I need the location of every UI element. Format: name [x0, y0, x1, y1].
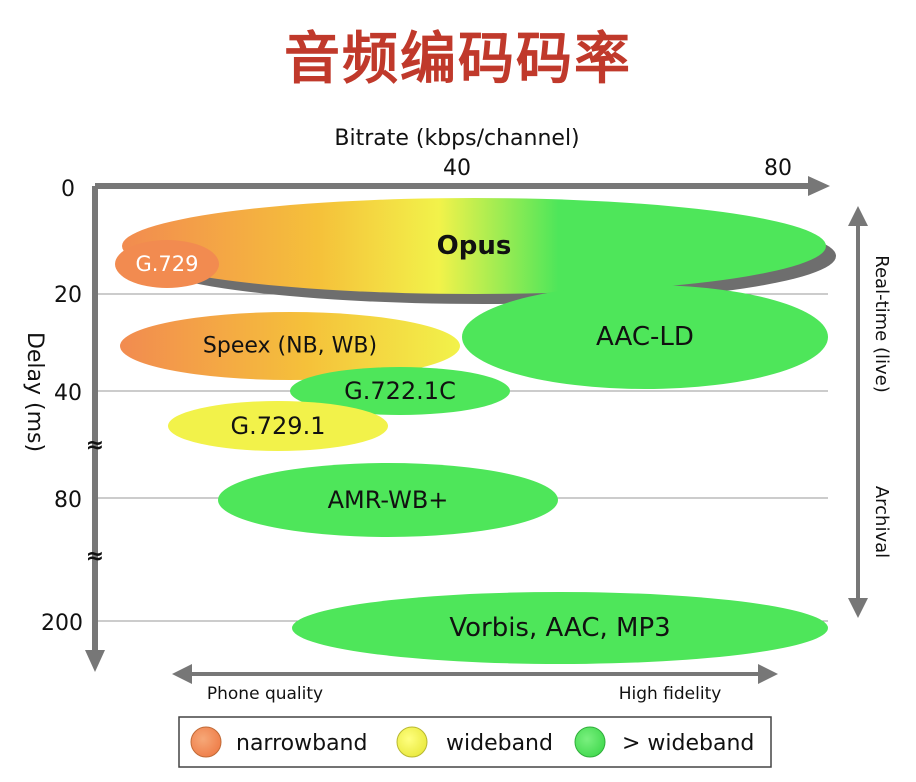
y-axis-arrowhead [85, 650, 105, 672]
codec-label-g-722-1c: G.722.1C [344, 377, 456, 405]
legend-swatch-super-wideband [574, 726, 606, 758]
y-tick-label: 80 [54, 488, 82, 513]
legend-label-super-wideband: > wideband [622, 731, 754, 756]
legend: narrowband wideband > wideband [178, 716, 772, 768]
codec-label-amr-wb: AMR-WB+ [328, 486, 449, 514]
legend-label-narrowband: narrowband [236, 731, 367, 756]
axis-break-mark: ≈ [86, 544, 104, 569]
x-tick-label: 40 [443, 156, 471, 181]
x-axis-label: Bitrate (kbps/channel) [334, 126, 579, 151]
y-tick-label: 40 [54, 381, 82, 406]
x-axis-arrowhead [808, 176, 830, 196]
x-tick-label: 80 [764, 156, 792, 181]
quality-arrow-left [172, 664, 192, 684]
quality-label-phone: Phone quality [207, 684, 323, 704]
latency-scale-arrow-up [848, 206, 868, 226]
codec-label-speex-nb-wb: Speex (NB, WB) [203, 334, 377, 359]
codec-ellipse-g-722-1c [290, 367, 510, 415]
y-axis-label: Delay (ms) [22, 332, 47, 452]
codec-marks: Opus G.729 Speex (NB, WB) AAC-LD G.722.1C G.7… [115, 198, 836, 664]
latency-label-archival: Archival [871, 486, 892, 558]
legend-box [178, 716, 772, 768]
latency-scale-arrow-down [848, 598, 868, 618]
quality-arrow-right [758, 664, 778, 684]
codec-label-aac-ld: AAC-LD [596, 322, 694, 352]
codec-ellipse-speex-nb-wb [120, 312, 460, 380]
codec-ellipse-g-729 [115, 240, 219, 288]
codec-ellipse-opus [122, 198, 826, 294]
legend-swatch-wideband [396, 726, 428, 758]
codec-ellipse-g-729-1 [168, 401, 388, 451]
codec-ellipse-vorbis-aac-mp3 [292, 592, 828, 664]
codec-label-g-729: G.729 [135, 252, 198, 276]
y-tick-label: 200 [41, 611, 83, 636]
axis-break-mark: ≈ [86, 433, 104, 458]
legend-swatch-narrowband [190, 726, 222, 758]
page-title: 音频编码码率 [284, 27, 632, 92]
legend-label-wideband: wideband [446, 731, 553, 756]
codec-ellipse-amr-wb [218, 463, 558, 537]
codec-label-opus: Opus [437, 231, 512, 261]
codec-ellipse-aac-ld [462, 285, 828, 389]
y-tick-label: 20 [54, 283, 82, 308]
codec-label-g-729-1: G.729.1 [231, 412, 326, 440]
quality-label-hifi: High fidelity [619, 684, 722, 704]
latency-label-realtime: Real-time (live) [871, 255, 892, 392]
y-tick-label: 0 [61, 177, 75, 202]
codec-label-vorbis-aac-mp3: Vorbis, AAC, MP3 [449, 613, 670, 643]
